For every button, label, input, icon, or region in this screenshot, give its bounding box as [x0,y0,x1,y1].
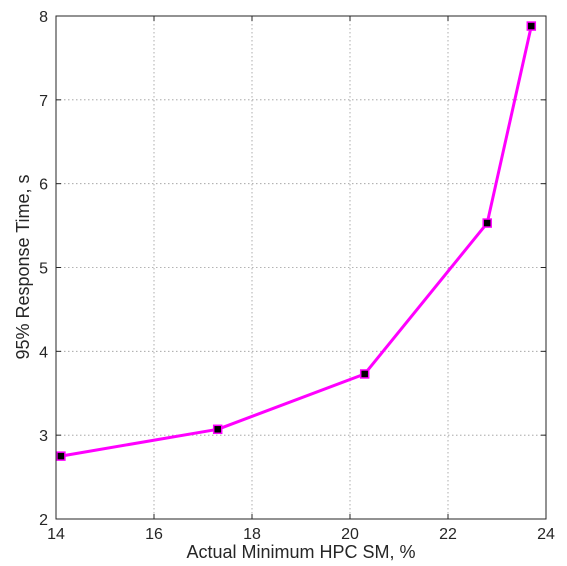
y-tick-label: 2 [39,512,48,529]
y-tick-label: 6 [39,177,48,194]
data-point-marker [526,21,537,31]
axis-ticks: 14 16 18 20 22 24 2 3 4 5 6 7 8 [39,9,555,543]
grid-lines [56,16,546,519]
y-tick-label: 7 [39,93,48,110]
x-tick-label: 14 [47,526,65,543]
data-point-marker [212,424,223,435]
x-tick-label: 22 [439,526,457,543]
data-point-marker [56,451,66,461]
y-tick-label: 3 [39,428,48,445]
y-tick-label: 8 [39,9,48,26]
data-point-marker [482,218,492,228]
x-tick-label: 18 [243,526,261,543]
data-series [56,21,537,461]
data-point-marker [359,369,370,379]
x-tick-label: 20 [341,526,359,543]
y-tick-label: 5 [39,261,48,278]
x-axis-label: Actual Minimum HPC SM, % [186,542,415,562]
x-tick-label: 16 [145,526,163,543]
y-axis-label: 95% Response Time, s [13,174,33,359]
x-tick-label: 24 [537,526,555,543]
y-tick-label: 4 [39,344,48,361]
